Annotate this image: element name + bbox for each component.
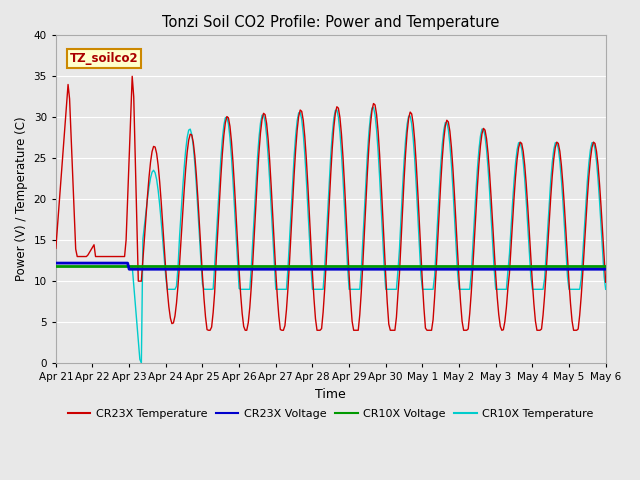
Line: CR10X Temperature: CR10X Temperature	[132, 108, 605, 363]
CR23X Voltage	[67, 260, 75, 266]
CR23X Voltage	[602, 266, 609, 272]
Line: CR23X Voltage: CR23X Voltage	[56, 263, 605, 269]
CR10X Temperature	[534, 287, 542, 292]
CR23X Temperature	[399, 207, 406, 213]
CR10X Voltage	[67, 263, 75, 269]
CR10X Temperature	[396, 246, 403, 252]
Legend: CR23X Temperature, CR23X Voltage, CR10X Voltage, CR10X Temperature: CR23X Temperature, CR23X Voltage, CR10X …	[63, 404, 598, 423]
CR10X Voltage	[602, 263, 609, 269]
CR23X Voltage	[397, 266, 405, 272]
CR23X Temperature	[538, 326, 545, 332]
CR10X Temperature	[602, 287, 609, 292]
Line: CR23X Temperature: CR23X Temperature	[56, 76, 605, 330]
CR23X Voltage	[536, 266, 544, 272]
CR23X Temperature	[52, 245, 60, 251]
Y-axis label: Power (V) / Temperature (C): Power (V) / Temperature (C)	[15, 117, 28, 281]
CR10X Voltage	[534, 263, 542, 269]
CR23X Temperature	[602, 279, 609, 285]
CR10X Voltage	[396, 263, 403, 269]
CR10X Voltage	[154, 263, 162, 269]
CR23X Voltage	[156, 266, 164, 272]
CR10X Temperature	[383, 287, 391, 292]
Title: Tonzi Soil CO2 Profile: Power and Temperature: Tonzi Soil CO2 Profile: Power and Temper…	[162, 15, 499, 30]
CR10X Temperature	[365, 129, 372, 135]
CR23X Temperature	[129, 73, 136, 79]
CR10X Temperature	[154, 188, 162, 193]
CR10X Voltage	[365, 263, 372, 269]
CR23X Temperature	[387, 327, 394, 333]
CR23X Temperature	[205, 327, 212, 333]
CR10X Voltage	[52, 263, 60, 269]
CR10X Voltage	[383, 263, 391, 269]
X-axis label: Time: Time	[316, 388, 346, 401]
CR23X Temperature	[156, 179, 164, 185]
CR23X Voltage	[367, 266, 374, 272]
CR23X Temperature	[368, 108, 376, 113]
CR23X Voltage	[125, 266, 133, 272]
CR23X Voltage	[385, 266, 392, 272]
CR23X Voltage	[52, 260, 60, 266]
Text: TZ_soilco2: TZ_soilco2	[70, 51, 138, 64]
CR23X Temperature	[67, 133, 75, 139]
